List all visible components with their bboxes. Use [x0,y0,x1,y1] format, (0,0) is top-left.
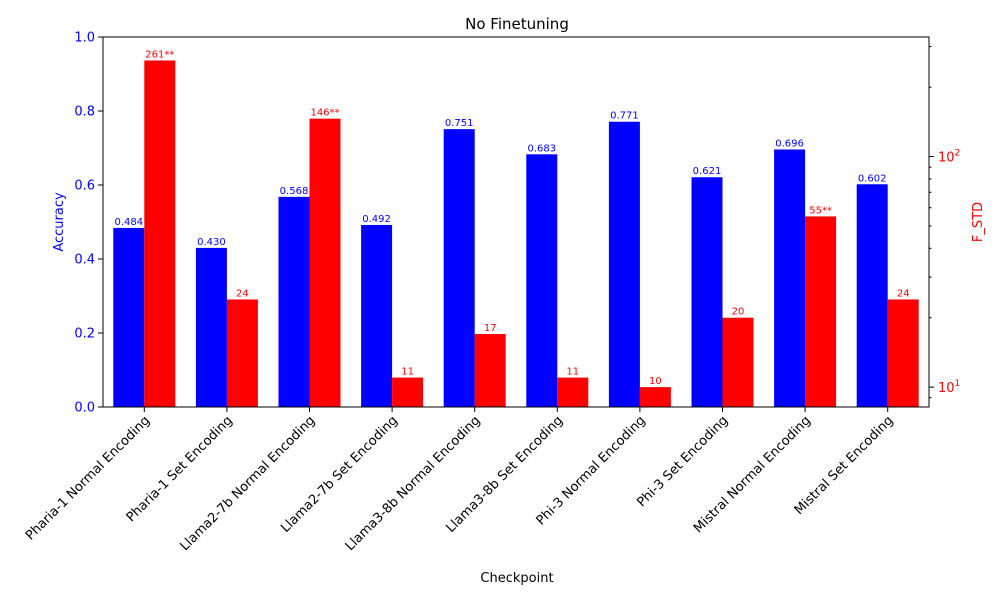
accuracy-bar [195,247,227,407]
accuracy-value-label: 0.771 [610,111,639,122]
fstd-value-label: 11 [566,367,579,378]
left-axis-tick-label: 1.0 [74,31,95,46]
fstd-value-label: 24 [236,288,249,299]
accuracy-value-label: 0.430 [197,237,226,248]
left-axis-tick-label: 0.2 [74,327,95,342]
accuracy-bar [113,227,145,407]
accuracy-value-label: 0.621 [693,166,722,177]
accuracy-value-label: 0.683 [527,143,556,154]
accuracy-value-label: 0.484 [114,217,143,228]
x-tick-label: Llama3-8b Normal Encoding [343,413,484,554]
accuracy-bar [774,149,806,408]
left-axis-tick-label: 0.6 [74,179,95,194]
fstd-value-label: 55** [809,205,832,216]
fstd-bar [474,333,506,407]
fstd-value-label: 20 [732,307,745,318]
fstd-value-label: 24 [897,288,910,299]
accuracy-bar [608,121,640,407]
fstd-bar [805,216,837,407]
accuracy-bar [691,177,723,407]
left-axis-tick-label: 0.8 [74,105,95,120]
x-axis-label: Checkpoint [480,571,553,586]
fstd-bar [144,60,176,408]
y-axis-label-left: Accuracy [52,192,67,252]
accuracy-value-label: 0.602 [858,173,887,184]
fstd-bar [887,299,919,407]
fstd-bar [226,299,258,407]
left-axis-tick-label: 0.4 [74,253,95,268]
accuracy-bar [278,196,310,407]
plot-frame [102,36,930,408]
accuracy-value-label: 0.751 [445,118,474,129]
fstd-value-label: 10 [649,376,662,387]
fstd-bar [557,377,589,407]
fstd-value-label: 261** [145,49,174,60]
accuracy-bar [443,129,475,407]
accuracy-value-label: 0.696 [775,138,804,149]
right-axis-tick-label: 101 [938,379,960,396]
fstd-bar [309,118,341,407]
accuracy-bar [856,184,888,407]
fstd-bar [392,377,424,407]
y-axis-label-right: F_STD [971,202,986,242]
right-axis-tick-label: 102 [938,149,960,166]
accuracy-value-label: 0.492 [362,214,391,225]
fstd-bar [722,317,754,407]
chart-title: No Finetuning [465,15,569,33]
left-axis-tick-label: 0.0 [74,401,95,416]
x-tick-label: Phi-3 Set Encoding [634,413,731,510]
fstd-value-label: 146** [310,108,339,119]
fstd-value-label: 17 [484,323,497,334]
fstd-value-label: 11 [401,367,414,378]
x-tick-label: Llama2-7b Normal Encoding [178,413,319,554]
accuracy-value-label: 0.568 [280,186,309,197]
accuracy-bar [526,154,558,407]
fstd-bar [639,387,671,407]
accuracy-bar [361,224,393,407]
